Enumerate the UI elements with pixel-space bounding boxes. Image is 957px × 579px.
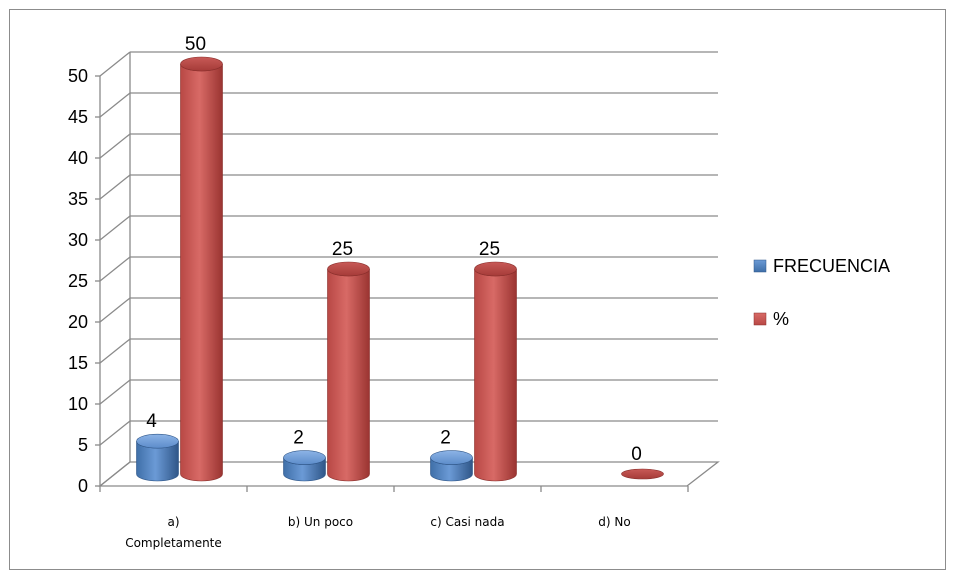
y-tick-label: 35 [68,189,88,209]
data-label: 50 [185,34,206,55]
y-tick-label: 0 [78,476,88,496]
gridline-side [99,51,131,77]
legend-swatch [753,312,767,326]
bar-top [283,450,326,465]
bar-top [474,261,517,277]
bar-top [136,433,179,449]
gridline-side [99,133,131,159]
legend-label: FRECUENCIA [773,256,890,276]
data-label: 25 [479,239,500,260]
legend-label: % [773,309,789,329]
gridline-side [99,215,131,241]
legend: FRECUENCIA% [753,256,890,329]
gridline-side [99,92,131,118]
data-label: 0 [631,444,642,465]
gridline-side [99,174,131,200]
x-tick-label: d) No [598,515,630,529]
x-tick-label: b) Un poco [288,515,353,529]
bar-percent [327,268,370,482]
x-tick-label: a) Completamente [125,515,222,550]
bar-top [327,261,370,277]
bar-percent [621,468,664,480]
data-label: 2 [440,428,451,449]
chart-floor [98,461,720,487]
y-tick-label: 15 [68,353,88,373]
y-tick-label: 5 [78,435,88,455]
data-label: 4 [146,411,157,432]
y-tick-label: 25 [68,271,88,291]
y-tick-label: 20 [68,312,88,332]
data-label: 25 [332,239,353,260]
gridline-side [99,420,131,446]
y-tick-label: 30 [68,230,88,250]
data-label: 2 [293,428,304,449]
y-tick-label: 45 [68,107,88,127]
bar-top [430,450,473,465]
y-tick-label: 40 [68,148,88,168]
bars [136,56,664,482]
y-tick-label: 50 [68,66,88,86]
gridline-side [99,256,131,282]
bar-top [180,56,223,72]
bar-percent [180,63,223,482]
y-tick-label: 10 [68,394,88,414]
legend-swatch [753,259,767,273]
gridline-side [99,338,131,364]
x-tick-label: c) Casi nada [430,515,504,529]
bar-percent [474,268,517,482]
gridline-side [99,379,131,405]
gridline-side [99,297,131,323]
